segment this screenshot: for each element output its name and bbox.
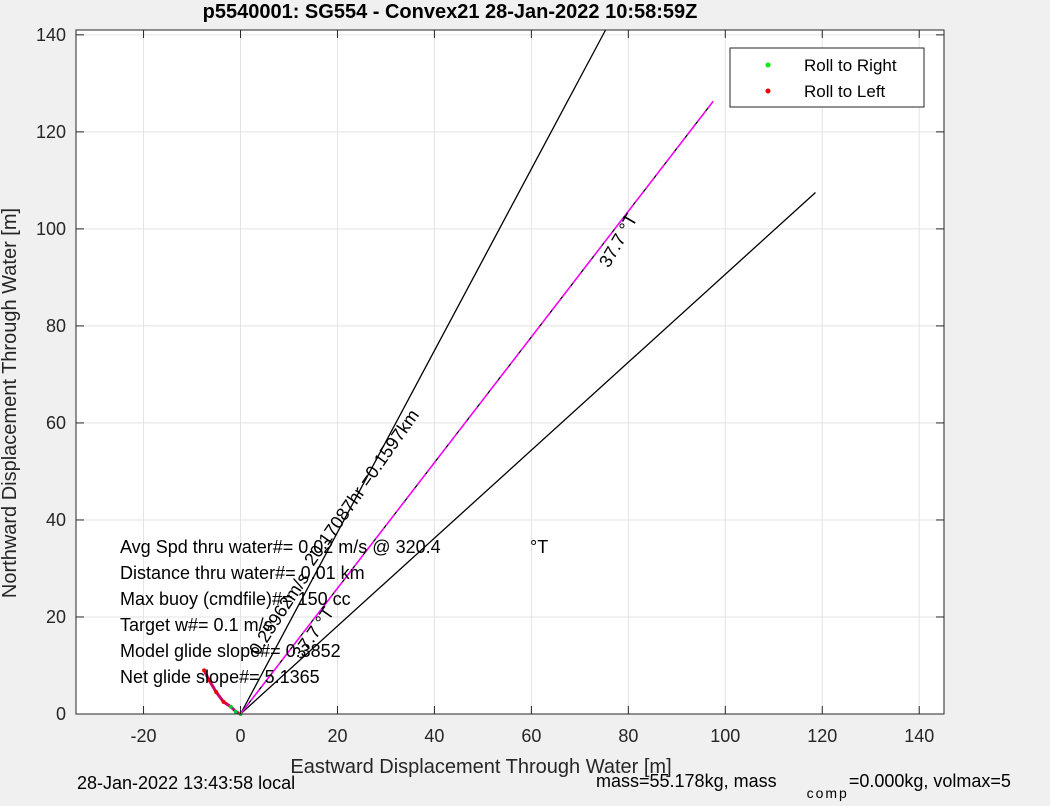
- plot-frame: [75, 29, 945, 715]
- info-line-suffix: °T: [530, 537, 548, 557]
- info-line: Avg Spd thru water#= 0.02 m/s @ 320.4: [120, 537, 441, 557]
- track-point: [206, 678, 211, 683]
- info-line: Net glide slope#= 5.1365: [120, 667, 320, 687]
- x-tick-label: 140: [904, 726, 934, 746]
- legend-marker: [765, 88, 771, 94]
- guide-lines: [239, 29, 816, 715]
- y-tick-label: 0: [56, 704, 66, 724]
- y-tick-label: 100: [36, 219, 66, 239]
- info-line: Max buoy (cmdfile)#= 150 cc: [120, 589, 351, 609]
- legend-label: Roll to Left: [804, 82, 886, 101]
- x-tick-label: 40: [424, 726, 444, 746]
- legend-marker: [765, 62, 771, 68]
- x-tick-label: 80: [618, 726, 638, 746]
- x-tick-label: 120: [807, 726, 837, 746]
- chart-title: p5540001: SG554 - Convex21 28-Jan-2022 1…: [203, 1, 698, 23]
- y-tick-label: 20: [46, 607, 66, 627]
- info-line: Model glide slope#= 0.3852: [120, 641, 341, 661]
- y-tick-label: 40: [46, 510, 66, 530]
- footer-mass: mass=55.178kg, mass comp=0.000kg, volmax=…: [596, 771, 1011, 801]
- info-line: Distance thru water#= 0.01 km: [120, 563, 365, 583]
- glider-track: [202, 668, 243, 716]
- y-axis-label: Northward Displacement Through Water [m]: [0, 208, 21, 598]
- legend-box: [729, 47, 925, 108]
- mean-heading-line: [239, 100, 714, 715]
- track-point: [221, 699, 226, 704]
- y-tick-label: 80: [46, 316, 66, 336]
- grid: [76, 30, 944, 715]
- heading-bound-line: [240, 192, 816, 715]
- y-tick-label: 60: [46, 413, 66, 433]
- footer-local-time: 28-Jan-2022 13:43:58 local: [77, 773, 296, 793]
- legend: Roll to Right Roll to Left: [729, 47, 925, 108]
- track-point: [202, 668, 207, 673]
- track-point: [214, 690, 219, 695]
- info-line: Target w#= 0.1 m/s: [120, 615, 273, 635]
- x-tick-label: -20: [131, 726, 157, 746]
- x-axis-label: Eastward Displacement Through Water [m]: [290, 756, 671, 778]
- axis-ticks: -20 0 20 40 60 80 100 120 140 0 20 40 60 80 100 120 140: [36, 25, 944, 746]
- footer-comp-subscript: comp: [806, 785, 849, 801]
- heading-bound-line: [239, 29, 607, 715]
- x-tick-label: 0: [235, 726, 245, 746]
- x-tick-label: 60: [521, 726, 541, 746]
- plot-area: [76, 30, 944, 714]
- info-text-block: Avg Spd thru water#= 0.02 m/s @ 320.4 °T D…: [120, 537, 548, 687]
- footer-mass-text: mass=55.178kg, mass: [596, 771, 777, 791]
- x-tick-label: 100: [710, 726, 740, 746]
- footer-volmax-text: =0.000kg, volmax=5: [848, 771, 1011, 791]
- track-point: [233, 709, 238, 714]
- track-point: [228, 704, 233, 709]
- y-tick-label: 140: [36, 25, 66, 45]
- legend-label: Roll to Right: [804, 56, 897, 75]
- y-tick-label: 120: [36, 122, 66, 142]
- x-tick-label: 20: [327, 726, 347, 746]
